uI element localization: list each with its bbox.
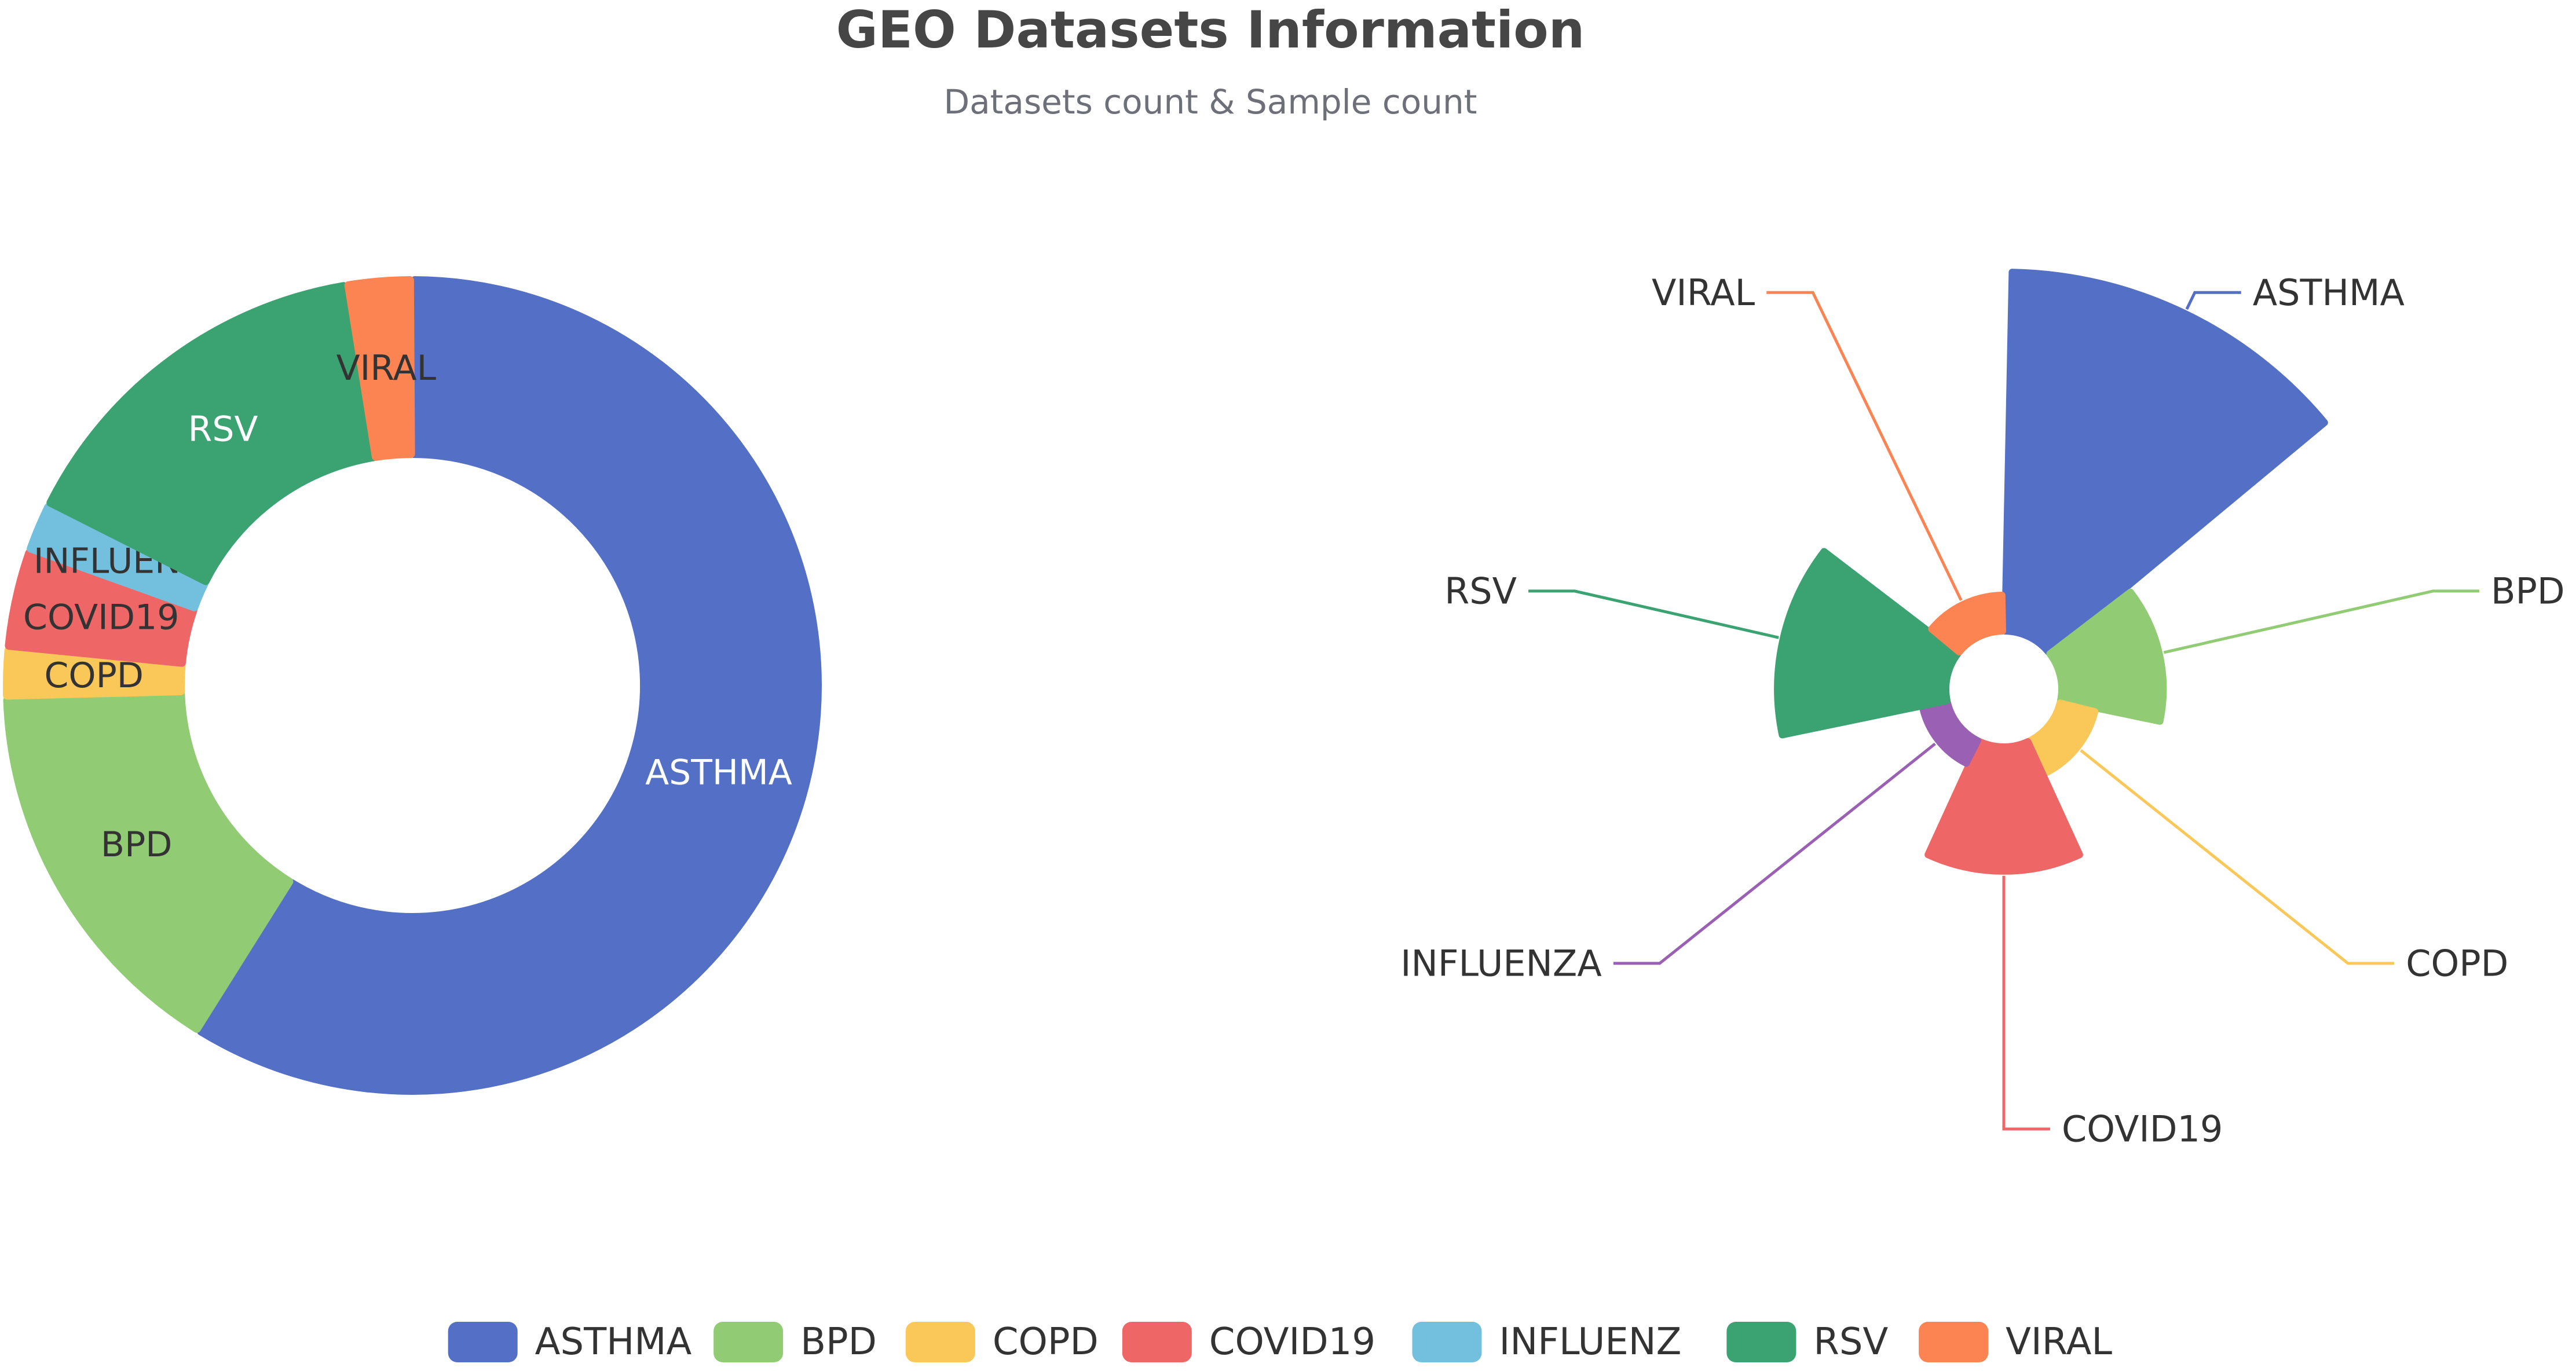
legend-label-rsv: RSV — [1813, 1321, 1888, 1363]
rose-label-copd: COPD — [2406, 942, 2508, 984]
rose-leader-copd — [2080, 749, 2395, 965]
legend-swatch-asthma — [448, 1322, 518, 1362]
rose-slice-rsv[interactable] — [1774, 548, 1962, 739]
legend-item-copd[interactable]: COPD — [905, 1321, 1099, 1363]
chart-title: GEO Datasets Information — [836, 0, 1585, 60]
rose-slice-viral[interactable] — [1928, 592, 2006, 656]
donut-label-bpd: BPD — [101, 824, 173, 865]
rose-label-bpd: BPD — [2491, 570, 2565, 612]
legend-item-covid19[interactable]: COVID19 — [1122, 1321, 1375, 1363]
donut-label-covid19: COVID19 — [23, 597, 179, 637]
donut-slice-rsv[interactable] — [46, 282, 378, 585]
rose-slice-asthma[interactable] — [2001, 269, 2328, 656]
rose-slice-copd[interactable] — [2026, 699, 2099, 776]
legend-label-copd: COPD — [993, 1321, 1099, 1363]
rose-label-rsv: RSV — [1444, 570, 1517, 612]
donut-label-asthma: ASTHMA — [645, 753, 792, 793]
donut-slice-covid19[interactable] — [5, 549, 197, 667]
legend-swatch-copd — [905, 1322, 975, 1362]
legend-item-asthma[interactable]: ASTHMA — [448, 1321, 692, 1363]
legend-swatch-viral — [1919, 1322, 1989, 1362]
rose-label-covid19: COVID19 — [2062, 1108, 2223, 1150]
donut-label-viral: VIRAL — [336, 348, 437, 388]
rose-leader-asthma — [2185, 291, 2241, 310]
rose-leader-covid19 — [2002, 875, 2050, 1131]
legend-label-asthma: ASTHMA — [535, 1321, 692, 1363]
rose-label-asthma: ASTHMA — [2253, 272, 2405, 314]
legend-item-viral[interactable]: VIRAL — [1919, 1321, 2112, 1363]
legend-swatch-influenz — [1412, 1322, 1482, 1362]
rose-chart: ASTHMA BPD COPD COVID19 INFLUENZA RSV VIRAL — [1400, 269, 2565, 1150]
legend: ASTHMA BPD COPD COVID19 INFLUENZ RSV VIRAL — [448, 1321, 2112, 1363]
legend-swatch-bpd — [713, 1322, 784, 1362]
donut-slice-bpd[interactable] — [3, 690, 294, 1033]
donut-label-copd: COPD — [45, 655, 144, 696]
rose-slice-bpd[interactable] — [2046, 588, 2167, 725]
chart-subtitle: Datasets count & Sample count — [943, 82, 1477, 122]
rose-leader-viral — [1766, 291, 1963, 601]
rose-label-influenza: INFLUENZA — [1400, 942, 1602, 984]
legend-label-viral: VIRAL — [2006, 1321, 2112, 1363]
legend-label-covid19: COVID19 — [1209, 1321, 1375, 1363]
rose-leader-influenza — [1613, 742, 1936, 965]
rose-leader-bpd — [2163, 589, 2479, 654]
donut-label-rsv: RSV — [188, 409, 258, 450]
legend-swatch-rsv — [1726, 1322, 1796, 1362]
legend-label-bpd: BPD — [800, 1321, 877, 1363]
donut-slice-viral[interactable] — [344, 276, 415, 461]
donut-slice-asthma[interactable] — [197, 276, 822, 1095]
rose-slice-covid19[interactable] — [1924, 738, 2083, 875]
rose-leader-rsv — [1528, 589, 1779, 639]
legend-label-influenz: INFLUENZ — [1499, 1321, 1681, 1363]
legend-item-rsv[interactable]: RSV — [1726, 1321, 1888, 1363]
legend-item-bpd[interactable]: BPD — [713, 1321, 877, 1363]
legend-item-influenz[interactable]: INFLUENZ — [1412, 1321, 1682, 1363]
rose-slice-influenza[interactable] — [1919, 699, 1981, 767]
rose-label-viral: VIRAL — [1652, 272, 1755, 314]
legend-swatch-covid19 — [1122, 1322, 1192, 1362]
